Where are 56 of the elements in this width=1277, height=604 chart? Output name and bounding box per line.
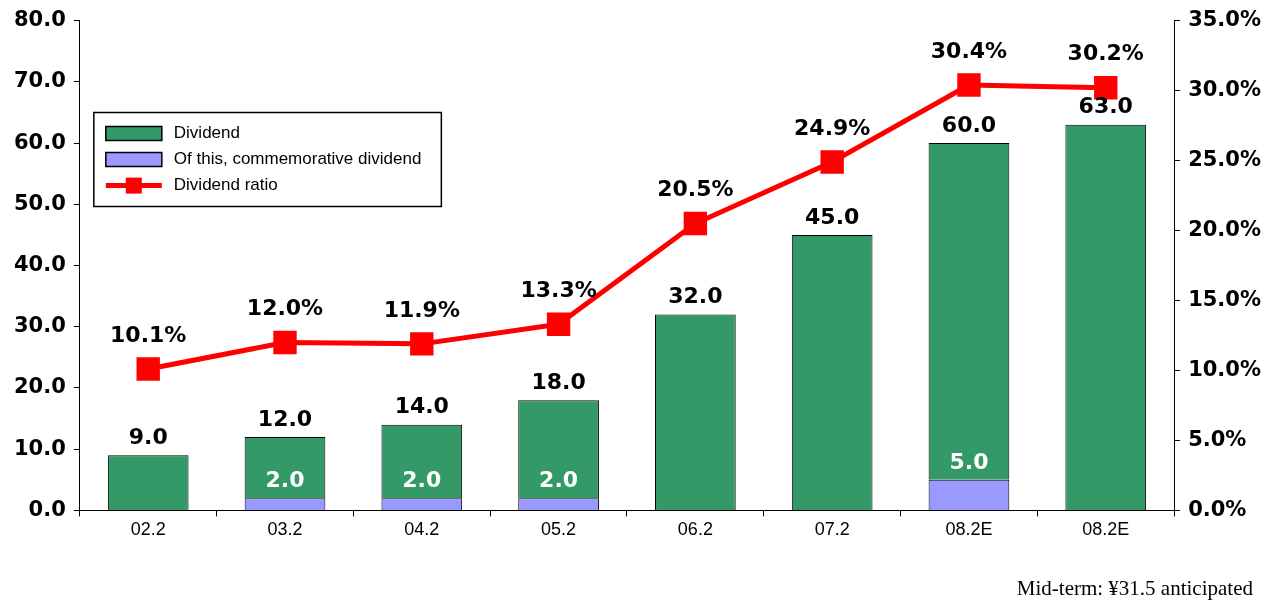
y2-tick-label: 25.0% — [1188, 147, 1262, 171]
y-tick-label: 60.0 — [13, 129, 66, 154]
y2-tick-label: 0.0% — [1188, 496, 1247, 521]
y-tick-label: 50.0 — [13, 190, 66, 215]
legend-label: Dividend ratio — [173, 175, 278, 195]
data-label: 10.1% — [110, 321, 187, 347]
total-label: 45.0 — [805, 203, 860, 229]
text: Mid-term: ¥31.5 anticipated — [1016, 576, 1254, 601]
x-tick-label: 02.2 — [130, 519, 166, 540]
y-tick-label: 10.0 — [13, 435, 66, 460]
data-label: 2.0 — [402, 466, 442, 492]
y2-tick-label: 15.0% — [1188, 286, 1262, 311]
y-tick-label: 0.0 — [28, 496, 66, 521]
x-tick-label: 08.2E — [945, 519, 993, 540]
point — [957, 73, 981, 97]
total-label: 14.0 — [394, 393, 449, 419]
data-label: 2.0 — [265, 466, 305, 492]
total-label: 18.0 — [531, 368, 586, 394]
total-label: 32.0 — [668, 283, 723, 309]
y-tick-label: 40.0 — [13, 251, 66, 276]
x-tick-label: 07.2 — [814, 519, 850, 540]
point — [410, 332, 434, 356]
y-tick-label: 70.0 — [13, 68, 66, 93]
data-label: 11.9% — [383, 296, 460, 322]
data-label: 12.0% — [246, 295, 324, 321]
point — [546, 312, 571, 336]
data-label: 13.3% — [520, 276, 597, 302]
data-label: 24.9% — [794, 114, 871, 140]
x-tick-label: 04.2 — [404, 519, 440, 540]
x-tick-label: 03.2 — [267, 519, 303, 540]
point — [273, 330, 297, 355]
y2-tick-label: 5.0% — [1188, 426, 1247, 451]
data-label: 20.5% — [657, 176, 734, 202]
point — [136, 357, 160, 381]
y-tick-label: 20.0 — [13, 374, 66, 399]
data-label: 30.2% — [1067, 40, 1144, 66]
data-label: 2.0 — [539, 466, 579, 492]
y2-tick-label: 20.0% — [1188, 216, 1262, 241]
y-tick-label: 80.0 — [13, 7, 66, 32]
x-tick-label: 05.2 — [541, 519, 577, 540]
y2-tick-label: 10.0% — [1188, 356, 1262, 381]
y2-tick-label: 30.0% — [1188, 77, 1262, 102]
y2-tick-label: 35.0% — [1188, 7, 1262, 32]
legend-label: Of this, commemorative dividend — [173, 149, 422, 169]
total-label: 9.0 — [128, 424, 168, 450]
total-label: 12.0 — [257, 405, 313, 431]
x-tick-label: 06.2 — [677, 519, 713, 540]
total-label: 60.0 — [941, 111, 997, 137]
y-tick-label: 30.0 — [13, 313, 66, 338]
data-label: 5.0 — [949, 448, 989, 474]
point — [683, 211, 708, 236]
x-tick-label: 08.2E — [1082, 519, 1130, 540]
point — [820, 150, 844, 174]
total-label: 63.0 — [1078, 93, 1133, 119]
legend-label: Dividend — [173, 123, 240, 143]
data-label: 30.4% — [930, 37, 1008, 63]
